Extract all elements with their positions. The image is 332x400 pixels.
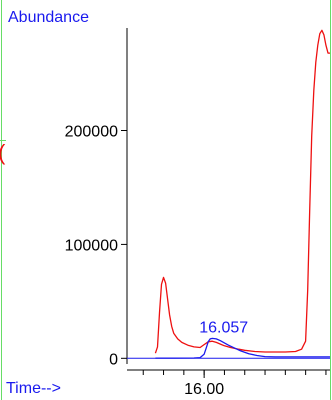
series-blue-line (155, 337, 330, 359)
series-red-line (154, 29, 330, 354)
x-axis-label: Time--> (6, 380, 61, 397)
side-mark: ( (0, 140, 6, 165)
y-tick-label: 100000 (65, 237, 118, 254)
y-tick-label: 200000 (65, 124, 118, 141)
axes: 0 100000 200000 16.00 (65, 28, 330, 398)
y-axis-label: Abundance (8, 9, 89, 26)
peak-label: 16.057 (199, 319, 248, 336)
plot-area (127, 29, 330, 359)
y-tick-label: 0 (109, 351, 118, 368)
x-tick-label: 16.00 (184, 381, 224, 398)
